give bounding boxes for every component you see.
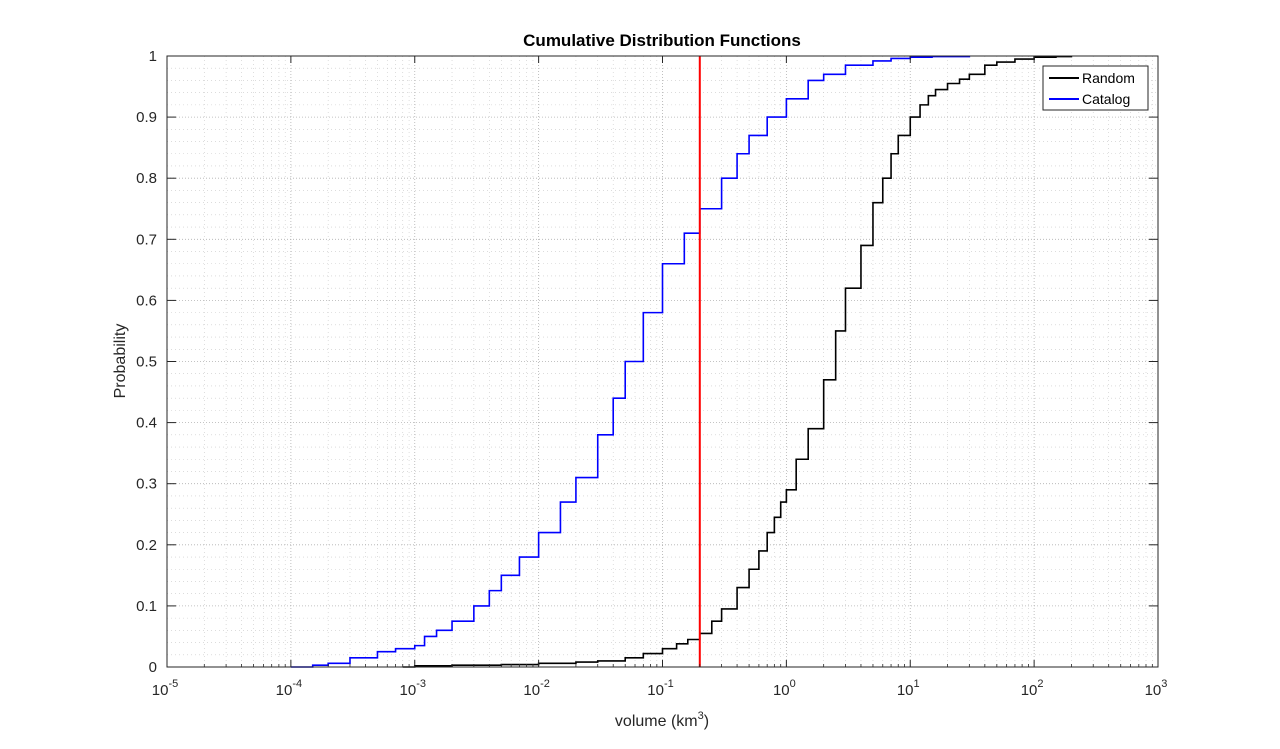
x-tick-label: 10-3	[400, 678, 426, 699]
x-tick-labels: 10-5 10-4 10-3 10-2 10-1 100 101 102 103	[152, 678, 1168, 699]
x-tick-base: 10	[1021, 682, 1038, 699]
legend: Random Catalog	[1042, 65, 1149, 111]
y-tick-label: 0.9	[136, 109, 157, 126]
chart-title: Cumulative Distribution Functions	[523, 31, 801, 50]
x-axis-label-superscript: 3	[698, 710, 704, 722]
x-tick-exponent: 1	[914, 678, 920, 690]
x-axis-label: volume (km3)	[615, 710, 709, 730]
y-tick-label: 0.2	[136, 537, 157, 554]
x-tick-exponent: -2	[540, 678, 550, 690]
x-axis-label-main: volume (km	[615, 713, 698, 730]
x-tick-exponent: 2	[1037, 678, 1043, 690]
major-grid	[167, 56, 1158, 667]
y-tick-label: 0.8	[136, 170, 157, 187]
y-tick-label: 0.3	[136, 476, 157, 493]
x-tick-base: 10	[647, 682, 664, 699]
x-tick-label: 100	[773, 678, 796, 699]
y-axis-label: Probability	[112, 324, 129, 399]
y-tick-label: 0	[149, 659, 157, 676]
x-tick-base: 10	[152, 682, 169, 699]
series-line-catalog	[290, 55, 971, 668]
x-tick-label: 101	[897, 678, 920, 699]
x-tick-exponent: -3	[416, 678, 426, 690]
x-tick-label: 103	[1145, 678, 1168, 699]
x-tick-base: 10	[773, 682, 790, 699]
x-tick-base: 10	[523, 682, 540, 699]
x-tick-exponent: -1	[664, 678, 674, 690]
x-tick-exponent: -4	[292, 678, 302, 690]
x-tick-exponent: -5	[168, 678, 178, 690]
x-tick-label: 10-4	[276, 678, 302, 699]
legend-label-catalog: Catalog	[1082, 91, 1130, 107]
y-tick-label: 0.6	[136, 292, 157, 309]
x-tick-exponent: 0	[790, 678, 796, 690]
x-tick-base: 10	[1145, 682, 1162, 699]
y-tick-label: 1	[149, 48, 157, 65]
x-tick-exponent: 3	[1161, 678, 1167, 690]
y-tick-label: 0.5	[136, 354, 157, 371]
tick-marks	[166, 55, 1159, 668]
series-line-random	[402, 55, 1073, 668]
x-tick-label: 10-5	[152, 678, 178, 699]
legend-label-random: Random	[1082, 70, 1135, 86]
y-tick-label: 0.1	[136, 598, 157, 615]
y-tick-label: 0.7	[136, 231, 157, 248]
x-tick-label: 102	[1021, 678, 1044, 699]
y-tick-labels: 0 0.1 0.2 0.3 0.4 0.5 0.6 0.7 0.8 0.9 1	[136, 48, 157, 676]
x-tick-label: 10-2	[523, 678, 549, 699]
x-tick-base: 10	[276, 682, 293, 699]
legend-box	[1042, 65, 1149, 111]
y-tick-label: 0.4	[136, 415, 157, 432]
x-tick-base: 10	[400, 682, 417, 699]
x-tick-label: 10-1	[647, 678, 673, 699]
series-layer	[290, 55, 1073, 668]
x-tick-base: 10	[897, 682, 914, 699]
x-axis-label-suffix: )	[704, 713, 709, 730]
